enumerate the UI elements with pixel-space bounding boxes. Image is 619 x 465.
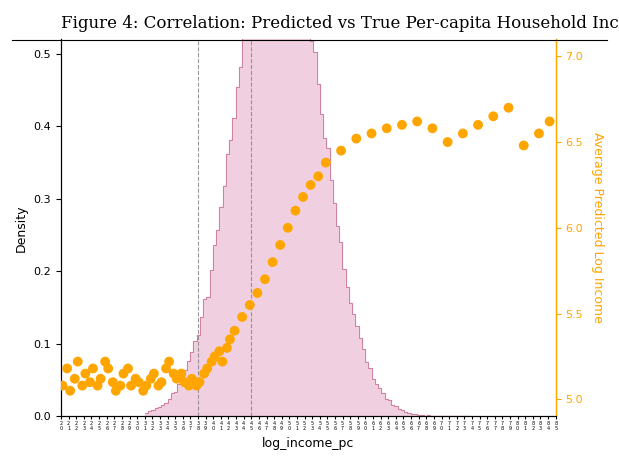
Point <box>123 365 133 372</box>
Point <box>169 370 179 377</box>
Point <box>62 365 72 372</box>
Point <box>184 382 194 389</box>
Point <box>80 370 90 377</box>
Point <box>146 375 156 382</box>
Point <box>96 375 106 382</box>
Point <box>65 387 75 394</box>
Point <box>534 130 544 137</box>
Point <box>428 125 438 132</box>
Point <box>443 138 452 146</box>
Point <box>138 387 148 394</box>
Point <box>519 142 529 149</box>
Point <box>214 347 224 355</box>
Point <box>161 365 171 372</box>
Point <box>237 313 247 321</box>
Point <box>306 181 316 189</box>
Point <box>180 379 189 386</box>
Point <box>275 241 285 249</box>
Point <box>149 370 159 377</box>
Point <box>253 289 262 297</box>
Point <box>171 375 181 382</box>
Point <box>545 118 555 125</box>
Point <box>58 382 67 389</box>
Point <box>199 370 209 377</box>
Point <box>126 382 136 389</box>
Point <box>187 375 197 382</box>
Point <box>131 375 141 382</box>
Point <box>473 121 483 129</box>
Point <box>202 365 212 372</box>
Point <box>141 382 151 389</box>
Point <box>222 344 232 352</box>
Point <box>164 358 174 365</box>
Point <box>321 159 331 166</box>
Point <box>176 370 186 377</box>
Point <box>191 382 201 389</box>
Point <box>283 224 293 232</box>
Point <box>77 382 87 389</box>
Point <box>267 259 277 266</box>
Point <box>382 125 392 132</box>
Point <box>100 358 110 365</box>
Y-axis label: Density: Density <box>15 204 28 252</box>
Point <box>157 379 167 386</box>
Point <box>154 382 163 389</box>
Point <box>412 118 422 125</box>
Point <box>194 379 204 386</box>
Point <box>210 353 220 360</box>
Point <box>88 365 98 372</box>
Point <box>352 135 361 142</box>
Point <box>245 301 254 309</box>
Point <box>115 382 125 389</box>
Point <box>217 358 227 365</box>
Point <box>103 365 113 372</box>
Y-axis label: Average Predicted Log Income: Average Predicted Log Income <box>591 133 604 323</box>
Point <box>458 130 468 137</box>
Point <box>93 382 103 389</box>
Point <box>207 358 217 365</box>
Point <box>73 358 83 365</box>
Point <box>111 387 121 394</box>
Point <box>488 113 498 120</box>
Point <box>85 379 95 386</box>
Point <box>504 104 514 112</box>
Point <box>298 193 308 200</box>
Point <box>108 379 118 386</box>
Point <box>134 379 144 386</box>
Point <box>290 207 300 214</box>
X-axis label: log_income_pc: log_income_pc <box>262 437 355 450</box>
Point <box>366 130 376 137</box>
Point <box>70 375 80 382</box>
Text: Figure 4: Correlation: Predicted vs True Per-capita Household Income: Figure 4: Correlation: Predicted vs True… <box>61 15 619 32</box>
Point <box>397 121 407 129</box>
Point <box>313 173 323 180</box>
Point <box>230 327 240 334</box>
Point <box>336 147 346 154</box>
Point <box>225 336 235 343</box>
Point <box>260 276 270 283</box>
Point <box>118 370 128 377</box>
